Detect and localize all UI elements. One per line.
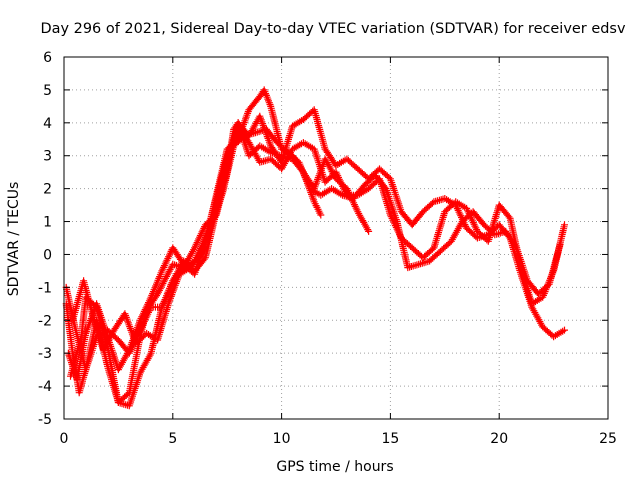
chart-title: Day 296 of 2021, Sidereal Day-to-day VTE… <box>41 21 626 37</box>
x-axis-label: GPS time / hours <box>276 459 393 475</box>
y-axis-label: SDTVAR / TECUs <box>6 182 22 297</box>
y-tick-label: -4 <box>38 379 52 395</box>
x-tick-label: 5 <box>168 431 177 447</box>
x-tick-label: 20 <box>490 431 508 447</box>
y-tick-label: 3 <box>43 149 52 165</box>
series-markers <box>69 125 564 354</box>
x-tick-label: 10 <box>273 431 291 447</box>
series-5 <box>69 125 564 354</box>
y-tick-label: 4 <box>43 116 52 132</box>
series-markers <box>67 122 568 410</box>
series-4 <box>67 122 568 410</box>
gridlines <box>64 57 608 419</box>
plot-frame <box>63 56 609 420</box>
y-tick-label: -3 <box>38 346 52 362</box>
y-tick-label: -1 <box>38 280 52 296</box>
x-tick-label: 15 <box>381 431 399 447</box>
x-tick-label: 0 <box>60 431 69 447</box>
y-tick-label: 0 <box>43 247 52 263</box>
y-tick-label: -5 <box>38 412 52 428</box>
y-tick-label: -2 <box>38 313 52 329</box>
y-tick-label: 6 <box>43 50 52 66</box>
x-tick-label: 25 <box>599 431 617 447</box>
axis-ticks: 0 5 10 15 20 25 -5 -4 -3 -2 -1 0 1 2 3 4 5 6 <box>38 50 617 447</box>
y-tick-label: 1 <box>43 215 52 231</box>
data-series <box>62 86 568 410</box>
y-tick-label: 2 <box>43 182 52 198</box>
y-tick-label: 5 <box>43 83 52 99</box>
